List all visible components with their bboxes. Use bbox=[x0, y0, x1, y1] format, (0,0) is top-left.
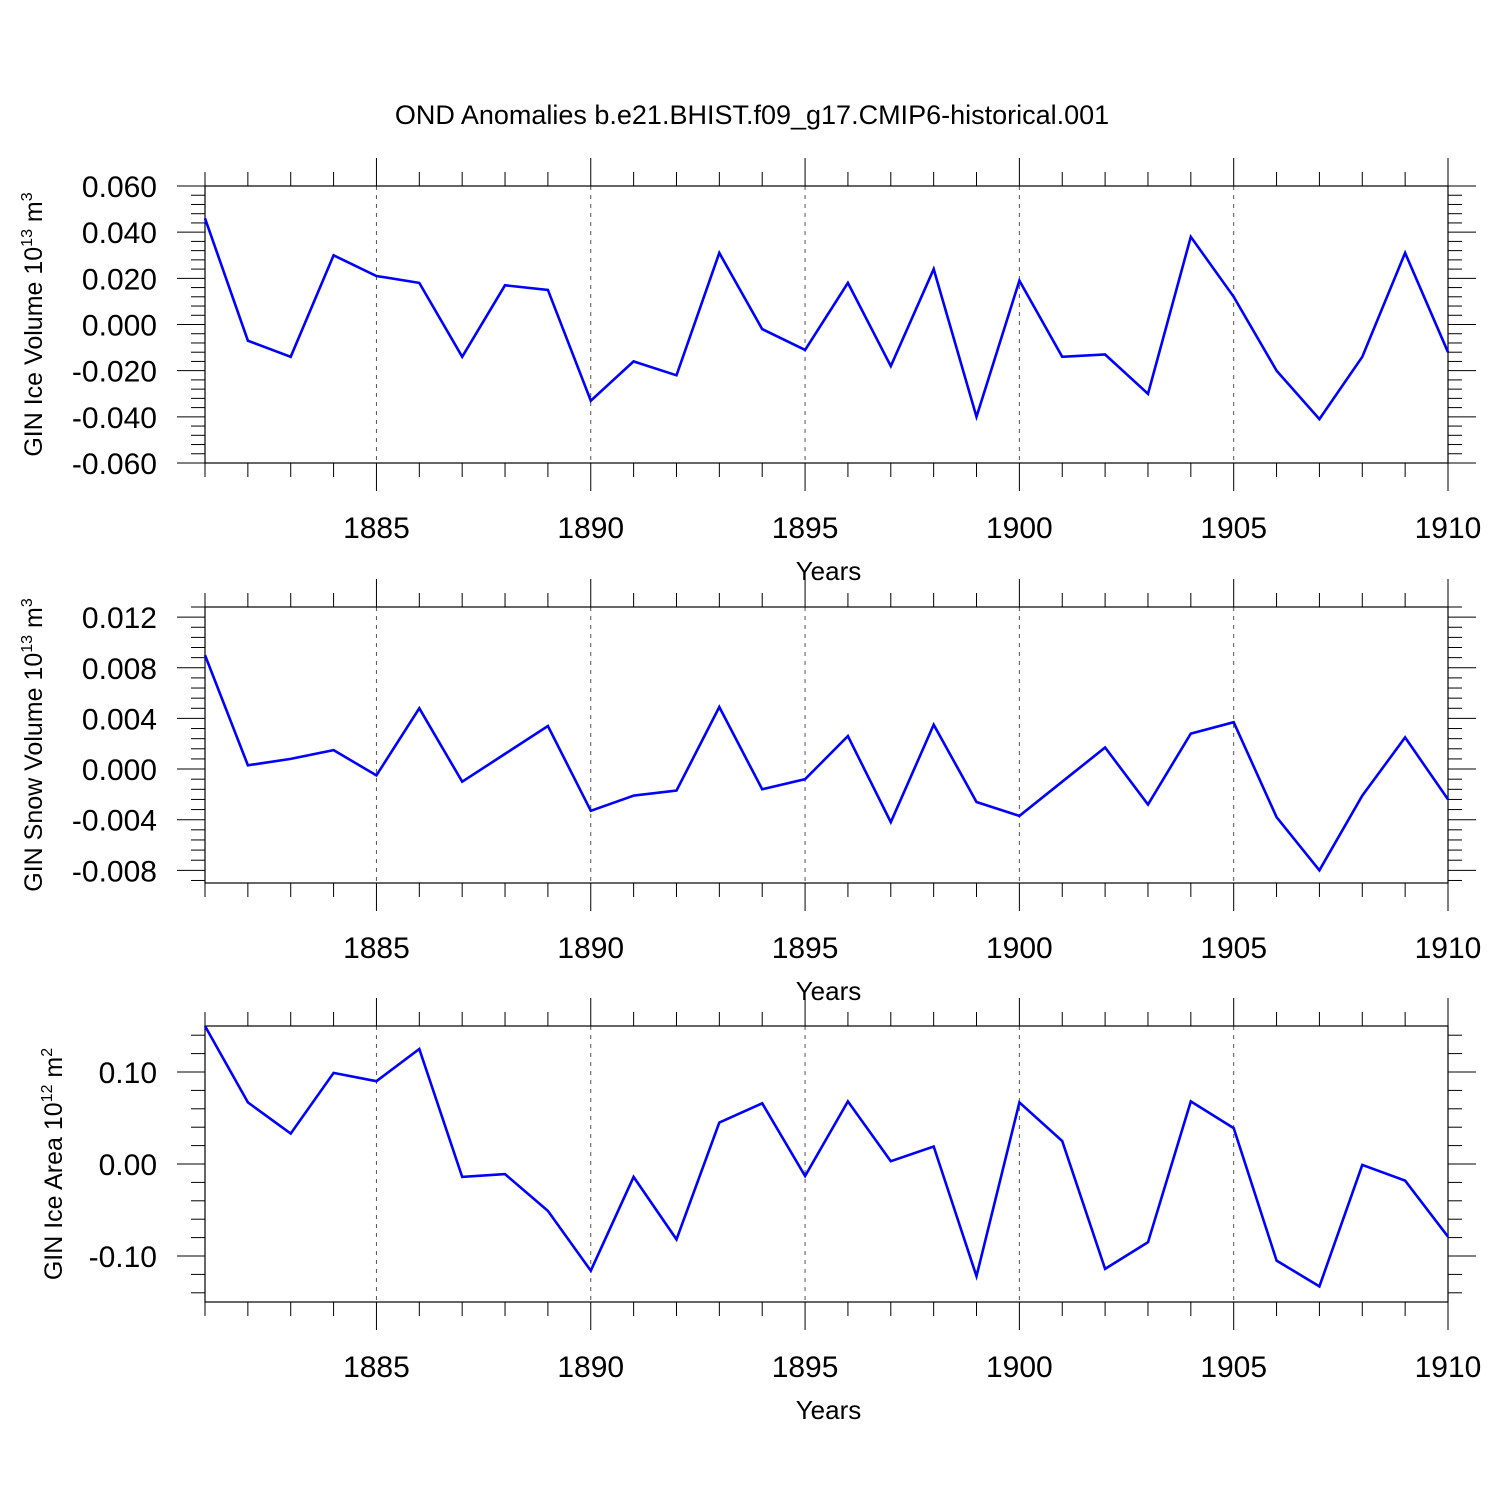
y-tick-label: -0.10 bbox=[89, 1241, 157, 1274]
y-axis-title: GIN Ice Volume 1013 m3 bbox=[19, 192, 48, 456]
x-tick-label: 1895 bbox=[772, 512, 839, 545]
x-tick-label: 1895 bbox=[772, 932, 839, 965]
y-title-superscript: 3 bbox=[19, 598, 36, 607]
x-tick-label: 1905 bbox=[1200, 932, 1267, 965]
x-tick-label: 1900 bbox=[986, 512, 1053, 545]
x-tick-label: 1890 bbox=[557, 1351, 624, 1384]
x-tick-label: 1905 bbox=[1200, 1351, 1267, 1384]
x-axis-title: Years bbox=[796, 1395, 862, 1425]
y-title-superscript: 2 bbox=[39, 1048, 56, 1057]
y-tick-label: 0.000 bbox=[82, 754, 157, 787]
y-title-text: m bbox=[20, 607, 48, 635]
y-tick-label: 0.020 bbox=[82, 263, 157, 296]
y-tick-label: 0.004 bbox=[82, 703, 157, 736]
plot-frame bbox=[204, 1025, 1449, 1303]
x-tick-label: 1910 bbox=[1415, 1351, 1482, 1384]
x-tick-label: 1885 bbox=[343, 512, 410, 545]
x-tick-label: 1895 bbox=[772, 1351, 839, 1384]
series-line-1 bbox=[203, 654, 1450, 873]
y-tick-label: -0.004 bbox=[72, 805, 157, 838]
x-axis-title: Years bbox=[796, 556, 862, 586]
y-title-superscript: 12 bbox=[39, 1084, 56, 1102]
y-tick-label: -0.020 bbox=[72, 356, 157, 389]
y-tick-label: 0.012 bbox=[82, 602, 157, 635]
y-title-text: GIN Ice Volume 10 bbox=[20, 247, 48, 457]
series-line-1 bbox=[203, 217, 1450, 422]
y-axis-title: GIN Ice Area 1012 m2 bbox=[39, 1048, 68, 1280]
y-title-text: GIN Snow Volume 10 bbox=[20, 653, 48, 892]
x-tick-label: 1910 bbox=[1415, 932, 1482, 965]
panel-1: 1885 1890 1895 1900 1905 1910 Years -0.060 -0.04… bbox=[19, 158, 1481, 586]
x-tick-label: 1885 bbox=[343, 1351, 410, 1384]
chart-title: OND Anomalies b.e21.BHIST.f09_g17.CMIP6-… bbox=[395, 100, 1109, 130]
y-tick-label: -0.008 bbox=[72, 855, 157, 888]
y-tick-label: 0.040 bbox=[82, 217, 157, 250]
plot-frame bbox=[204, 606, 1449, 884]
panel-3: 1885 1890 1895 1900 1905 1910 Years -0.10 0.00 0.… bbox=[39, 998, 1481, 1425]
x-tick-label: 1910 bbox=[1415, 512, 1482, 545]
y-title-text: GIN Ice Area 10 bbox=[40, 1102, 68, 1280]
y-title-text: m bbox=[40, 1057, 68, 1085]
y-tick-label: 0.00 bbox=[99, 1149, 157, 1182]
y-tick-label: -0.040 bbox=[72, 402, 157, 435]
x-tick-label: 1905 bbox=[1200, 512, 1267, 545]
y-title-superscript: 13 bbox=[19, 229, 36, 247]
x-tick-label: 1890 bbox=[557, 512, 624, 545]
x-tick-label: 1900 bbox=[986, 932, 1053, 965]
panel-2: 1885 1890 1895 1900 1905 1910 Years -0.008 -0.00… bbox=[19, 579, 1481, 1006]
x-tick-label: 1890 bbox=[557, 932, 624, 965]
y-axis-title: GIN Snow Volume 1013 m3 bbox=[19, 598, 48, 892]
y-title-text: m bbox=[20, 201, 48, 229]
y-title-superscript: 3 bbox=[19, 192, 36, 201]
x-tick-label: 1885 bbox=[343, 932, 410, 965]
y-title-superscript: 13 bbox=[19, 635, 36, 653]
y-tick-label: 0.060 bbox=[82, 171, 157, 204]
x-tick-label: 1900 bbox=[986, 1351, 1053, 1384]
series-line-1 bbox=[203, 1025, 1450, 1289]
plot-frame bbox=[204, 185, 1449, 464]
y-tick-label: 0.008 bbox=[82, 653, 157, 686]
y-tick-label: 0.10 bbox=[99, 1057, 157, 1090]
x-axis-title: Years bbox=[796, 976, 862, 1006]
y-tick-label: 0.000 bbox=[82, 310, 157, 343]
y-tick-label: -0.060 bbox=[72, 448, 157, 481]
